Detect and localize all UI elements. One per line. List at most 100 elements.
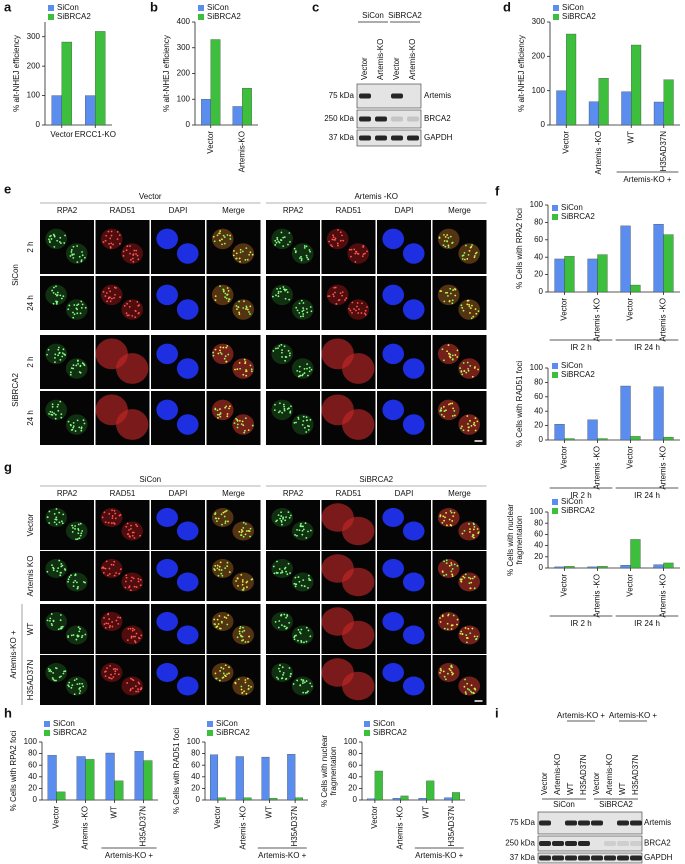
focus (245, 306, 248, 309)
focus (107, 297, 110, 300)
micrograph (432, 604, 487, 654)
nucleus (211, 663, 234, 682)
bar (653, 564, 664, 569)
bar (261, 756, 270, 801)
x-tick-label: Artemis -KO (593, 298, 602, 342)
focus (134, 316, 137, 319)
focus (113, 560, 116, 563)
focus (302, 420, 305, 422)
blot-band (539, 820, 551, 826)
focus (55, 518, 58, 521)
bar (663, 562, 674, 569)
focus (334, 291, 336, 294)
focus (302, 579, 305, 582)
focus (228, 298, 231, 301)
focus (449, 353, 452, 356)
focus (75, 364, 78, 367)
focus (47, 348, 50, 351)
nucleus (232, 299, 255, 320)
focus (473, 256, 476, 259)
focus (305, 245, 308, 248)
focus (278, 620, 281, 622)
legend-swatch (207, 721, 213, 727)
focus (242, 521, 245, 524)
focus (226, 294, 228, 296)
focus (110, 522, 113, 524)
focus (125, 312, 128, 315)
focus (219, 346, 222, 349)
marker-label: 75 kDa (510, 818, 536, 827)
focus (103, 511, 106, 514)
focus (272, 565, 275, 568)
focus (331, 245, 334, 248)
focus (361, 255, 364, 258)
focus (302, 309, 305, 312)
focus (46, 516, 49, 519)
focus (110, 563, 113, 566)
focus (126, 302, 128, 305)
focus (118, 514, 121, 517)
focus (275, 347, 277, 350)
x-tick-label: H35AD37N (139, 806, 148, 847)
group-label: Artemis-KO + (105, 851, 154, 860)
focus (222, 234, 225, 237)
focus (339, 292, 342, 295)
y-tick-label: 100 (530, 507, 544, 516)
focus (297, 416, 300, 419)
focus (51, 413, 54, 416)
focus (132, 679, 135, 682)
focus (243, 431, 246, 434)
micrograph (377, 391, 431, 445)
focus (238, 630, 241, 633)
focus (297, 375, 300, 378)
nucleus (65, 414, 88, 435)
focus (108, 618, 111, 620)
focus (125, 576, 128, 579)
focus (131, 629, 134, 632)
focus (226, 415, 229, 418)
focus (214, 513, 216, 516)
bar (630, 539, 641, 569)
focus (70, 249, 73, 251)
focus (107, 230, 110, 233)
focus (278, 402, 281, 405)
focus (469, 587, 472, 590)
blot-band (565, 820, 577, 826)
focus (473, 587, 476, 590)
focus (442, 405, 445, 408)
focus (74, 528, 76, 530)
focus (46, 619, 49, 622)
focus (57, 354, 60, 357)
x-tick-label: ERCC1-KO (75, 130, 116, 139)
y-axis-label: fragmentation (515, 516, 524, 565)
channel-label: RAD51 (336, 206, 362, 215)
group-label: IR 24 h (634, 491, 660, 500)
focus (300, 522, 302, 525)
focus (124, 586, 127, 589)
focus (356, 305, 358, 308)
focus (62, 513, 65, 516)
focus (76, 245, 79, 247)
focus (135, 586, 138, 588)
focus (236, 368, 239, 371)
focus (473, 367, 476, 369)
focus (130, 637, 133, 639)
focus (62, 295, 65, 298)
focus (305, 254, 308, 257)
focus (50, 670, 53, 673)
marker-label: 37 kDa (510, 853, 536, 862)
focus (226, 561, 229, 564)
legend-label: SiBRCA2 (216, 728, 250, 737)
y-tick-label: 80 (534, 218, 543, 227)
focus (357, 312, 360, 314)
focus (54, 518, 57, 521)
y-tick-label: 0 (539, 563, 544, 572)
focus (119, 568, 122, 571)
focus (237, 306, 240, 309)
focus (473, 635, 476, 638)
focus (445, 409, 447, 412)
nucleus (156, 343, 178, 365)
focus (244, 679, 247, 681)
y-tick-label: 20 (534, 270, 543, 279)
focus (53, 245, 56, 248)
